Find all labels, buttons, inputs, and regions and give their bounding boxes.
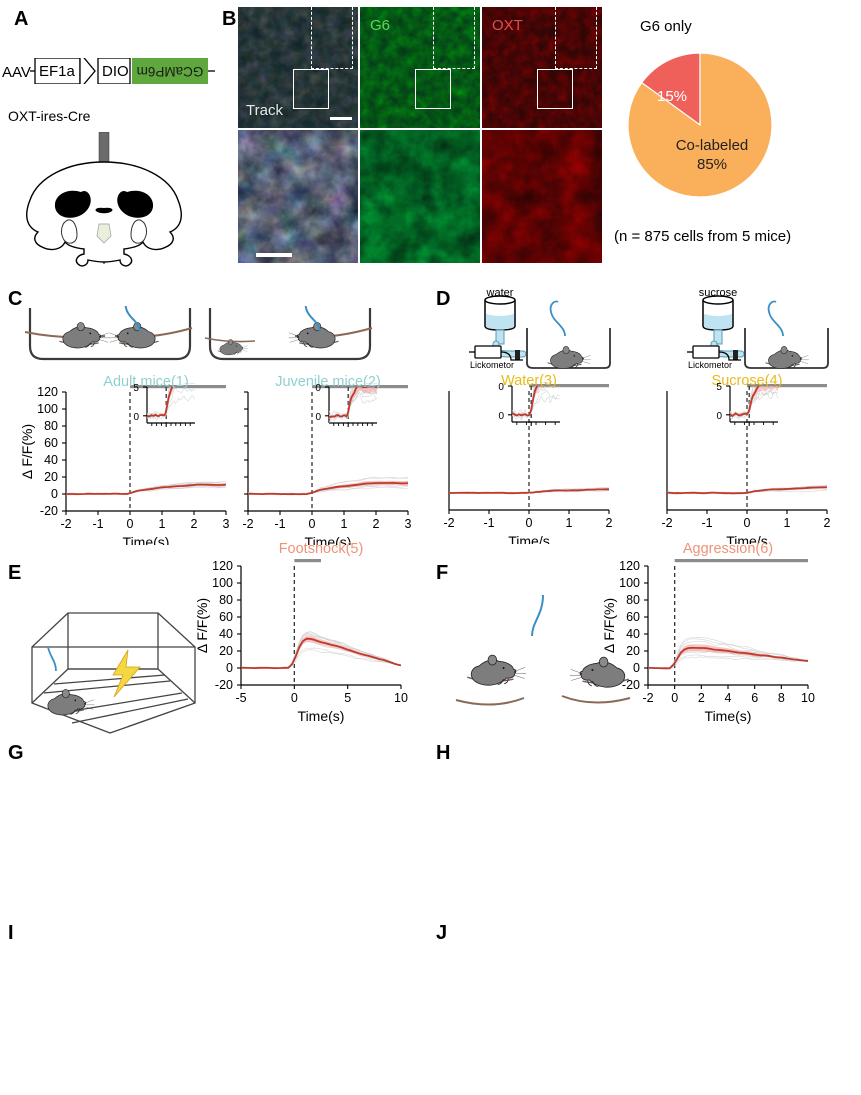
svg-text:-2: -2 [242,517,253,531]
svg-text:Δ F/F(%): Δ F/F(%) [601,598,617,653]
svg-text:-20: -20 [40,504,58,518]
svg-text:10: 10 [801,691,815,705]
svg-text:10: 10 [394,691,408,705]
svg-text:0: 0 [498,411,504,422]
svg-text:10: 10 [498,382,504,393]
svg-text:EF1a: EF1a [39,63,76,80]
svg-text:-1: -1 [274,517,285,531]
svg-text:40: 40 [626,627,640,641]
svg-text:0: 0 [633,661,640,675]
svg-text:0: 0 [163,432,169,433]
svg-text:60: 60 [219,610,233,624]
svg-text:-20: -20 [622,678,640,692]
svg-text:-2: -2 [661,516,672,530]
svg-text:80: 80 [219,593,233,607]
svg-text:1: 1 [784,516,791,530]
svg-text:100: 100 [37,402,58,416]
svg-text:60: 60 [44,436,58,450]
svg-text:4: 4 [725,691,732,705]
svg-text:120: 120 [37,385,58,399]
svg-text:-20: -20 [215,678,233,692]
svg-text:1: 1 [159,517,166,531]
svg-text:1: 1 [566,516,573,530]
svg-text:0: 0 [744,516,751,530]
svg-text:0: 0 [716,411,722,422]
svg-text:40: 40 [44,453,58,467]
svg-text:-1: -1 [483,516,494,530]
svg-text:20: 20 [44,470,58,484]
svg-text:20: 20 [626,644,640,658]
svg-text:DIO: DIO [102,63,129,80]
svg-text:2: 2 [698,691,705,705]
svg-text:100: 100 [619,576,640,590]
svg-text:2: 2 [373,517,380,531]
svg-text:Time(s): Time(s) [298,708,345,724]
svg-text:85%: 85% [697,156,727,173]
svg-text:0: 0 [127,517,134,531]
svg-text:GCaMP6m: GCaMP6m [137,64,204,79]
svg-text:0: 0 [226,661,233,675]
svg-text:Time(s): Time(s) [123,534,170,545]
svg-text:120: 120 [212,559,233,573]
svg-text:-2: -2 [642,691,653,705]
svg-text:0: 0 [291,691,298,705]
svg-text:15: 15 [716,382,722,393]
svg-text:60: 60 [626,610,640,624]
svg-text:20: 20 [219,644,233,658]
svg-text:Aggression(6): Aggression(6) [683,541,773,557]
svg-text:30: 30 [315,383,321,394]
svg-text:100: 100 [212,576,233,590]
svg-text:2: 2 [606,516,613,530]
svg-text:0: 0 [51,487,58,501]
svg-text:15%: 15% [657,88,687,105]
svg-text:25: 25 [133,383,139,394]
svg-text:Footshock(5): Footshock(5) [279,541,364,557]
svg-text:0: 0 [133,412,139,423]
svg-text:Δ F/F(%): Δ F/F(%) [20,424,35,479]
svg-text:-2: -2 [443,516,454,530]
svg-text:0: 0 [746,431,752,432]
svg-text:2: 2 [824,516,831,530]
svg-text:5: 5 [344,691,351,705]
svg-text:40: 40 [219,627,233,641]
svg-text:1: 1 [341,517,348,531]
svg-text:-1: -1 [701,516,712,530]
svg-text:0: 0 [345,432,351,433]
svg-text:8: 8 [778,691,785,705]
svg-text:AAV: AAV [2,64,31,81]
svg-text:Co-labeled: Co-labeled [676,137,749,154]
svg-text:Time/s: Time/s [508,533,549,544]
svg-text:-2: -2 [60,517,71,531]
svg-text:0: 0 [671,691,678,705]
svg-text:80: 80 [44,419,58,433]
svg-text:0: 0 [528,431,534,432]
svg-text:Δ F/F(%): Δ F/F(%) [194,598,210,653]
svg-text:0: 0 [315,412,321,423]
svg-text:2: 2 [191,517,198,531]
svg-text:Time(s): Time(s) [705,708,752,724]
svg-text:80: 80 [626,593,640,607]
svg-text:-5: -5 [235,691,246,705]
svg-text:0: 0 [526,516,533,530]
svg-text:0: 0 [309,517,316,531]
svg-text:6: 6 [751,691,758,705]
svg-text:-1: -1 [92,517,103,531]
svg-text:120: 120 [619,559,640,573]
